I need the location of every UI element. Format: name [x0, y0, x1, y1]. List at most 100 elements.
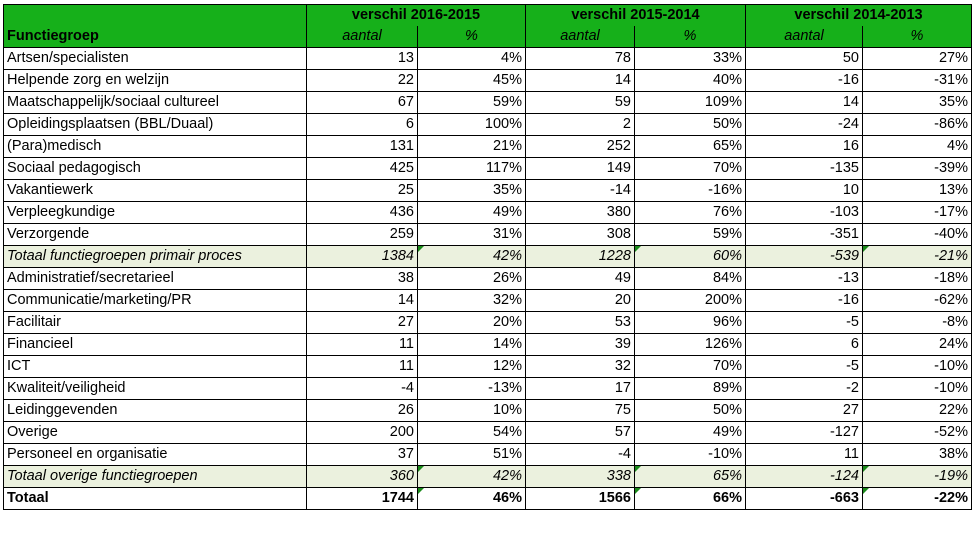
percentage-cell: 100%: [417, 113, 526, 136]
percentage-cell: 49%: [417, 201, 526, 224]
group-name-cell: ICT: [3, 355, 307, 378]
group-name-cell: Artsen/specialisten: [3, 47, 307, 70]
percentage-cell: -8%: [862, 311, 972, 334]
group-name-cell: Overige: [3, 421, 307, 444]
percentage-cell: 22%: [862, 399, 972, 422]
aantal-cell: -24: [745, 113, 863, 136]
percentage-cell: -19%: [862, 465, 972, 488]
group-name-cell: Facilitair: [3, 311, 307, 334]
percentage-cell: 14%: [417, 333, 526, 356]
table-row: Facilitair 27 20% 53 96% -5 -8%: [3, 311, 972, 334]
percentage-cell: 4%: [417, 47, 526, 70]
aantal-cell: 49: [525, 267, 635, 290]
aantal-cell: 53: [525, 311, 635, 334]
percentage-cell: 70%: [634, 157, 746, 180]
percentage-cell: 117%: [417, 157, 526, 180]
percentage-cell: -10%: [634, 443, 746, 466]
aantal-cell: 6: [745, 333, 863, 356]
subheader-pct: %: [417, 26, 526, 48]
percentage-cell: 26%: [417, 267, 526, 290]
aantal-cell: 308: [525, 223, 635, 246]
percentage-cell: 10%: [417, 399, 526, 422]
header-row-subcolumns: Functiegroep aantal % aantal % aantal %: [3, 26, 972, 48]
aantal-cell: 16: [745, 135, 863, 158]
group-name-cell: Vakantiewerk: [3, 179, 307, 202]
subtotal-row: Totaal overige functiegroepen 360 42% 338 65…: [3, 465, 972, 488]
aantal-cell: -124: [745, 465, 863, 488]
percentage-cell: 50%: [634, 113, 746, 136]
group-name-cell: Totaal overige functiegroepen: [3, 465, 307, 488]
table-row: Vakantiewerk 25 35% -14 -16% 10 13%: [3, 179, 972, 202]
percentage-cell: 96%: [634, 311, 746, 334]
table-row: Artsen/specialisten 13 4% 78 33% 50 27%: [3, 47, 972, 70]
aantal-cell: 425: [306, 157, 418, 180]
group-name-cell: Personeel en organisatie: [3, 443, 307, 466]
percentage-cell: 46%: [417, 487, 526, 510]
percentage-cell: 35%: [862, 91, 972, 114]
aantal-cell: -135: [745, 157, 863, 180]
data-table: verschil 2016-2015 verschil 2015-2014 ve…: [3, 4, 972, 510]
percentage-cell: 27%: [862, 47, 972, 70]
table-row: Financieel 11 14% 39 126% 6 24%: [3, 333, 972, 356]
percentage-cell: -62%: [862, 289, 972, 312]
aantal-cell: -539: [745, 245, 863, 268]
percentage-cell: -39%: [862, 157, 972, 180]
aantal-cell: 50: [745, 47, 863, 70]
aantal-cell: 6: [306, 113, 418, 136]
percentage-cell: 65%: [634, 135, 746, 158]
aantal-cell: 1566: [525, 487, 635, 510]
percentage-cell: 59%: [634, 223, 746, 246]
percentage-cell: 76%: [634, 201, 746, 224]
percentage-cell: -13%: [417, 377, 526, 400]
aantal-cell: 22: [306, 69, 418, 92]
table-row: Kwaliteit/veiligheid -4 -13% 17 89% -2 -10%: [3, 377, 972, 400]
percentage-cell: -17%: [862, 201, 972, 224]
percentage-cell: 38%: [862, 443, 972, 466]
group-name-cell: Verzorgende: [3, 223, 307, 246]
aantal-cell: 27: [306, 311, 418, 334]
aantal-cell: 10: [745, 179, 863, 202]
period-header: verschil 2014-2013: [745, 4, 972, 26]
percentage-cell: 50%: [634, 399, 746, 422]
subheader-pct: %: [634, 26, 746, 48]
aantal-cell: 1744: [306, 487, 418, 510]
percentage-cell: 49%: [634, 421, 746, 444]
aantal-cell: 14: [745, 91, 863, 114]
period-header: verschil 2015-2014: [525, 4, 746, 26]
percentage-cell: 42%: [417, 245, 526, 268]
group-name-cell: (Para)medisch: [3, 135, 307, 158]
aantal-cell: 1228: [525, 245, 635, 268]
aantal-cell: -5: [745, 311, 863, 334]
percentage-cell: 45%: [417, 69, 526, 92]
header-row-periods: verschil 2016-2015 verschil 2015-2014 ve…: [3, 4, 972, 26]
percentage-cell: -31%: [862, 69, 972, 92]
subheader-aantal: aantal: [745, 26, 863, 48]
subheader-aantal: aantal: [306, 26, 418, 48]
table-row: Administratief/secretarieel 38 26% 49 84% -13…: [3, 267, 972, 290]
percentage-cell: 66%: [634, 487, 746, 510]
percentage-cell: -18%: [862, 267, 972, 290]
aantal-cell: -663: [745, 487, 863, 510]
aantal-cell: 78: [525, 47, 635, 70]
aantal-cell: 436: [306, 201, 418, 224]
percentage-cell: 200%: [634, 289, 746, 312]
percentage-cell: 12%: [417, 355, 526, 378]
aantal-cell: -14: [525, 179, 635, 202]
group-name-cell: Sociaal pedagogisch: [3, 157, 307, 180]
aantal-cell: 67: [306, 91, 418, 114]
group-name-cell: Totaal: [3, 487, 307, 510]
aantal-cell: -4: [306, 377, 418, 400]
table-row: (Para)medisch 131 21% 252 65% 16 4%: [3, 135, 972, 158]
percentage-cell: 21%: [417, 135, 526, 158]
percentage-cell: 60%: [634, 245, 746, 268]
aantal-cell: 38: [306, 267, 418, 290]
aantal-cell: -16: [745, 69, 863, 92]
percentage-cell: -40%: [862, 223, 972, 246]
group-column-header: Functiegroep: [3, 26, 307, 48]
aantal-cell: 131: [306, 135, 418, 158]
aantal-cell: 13: [306, 47, 418, 70]
percentage-cell: 59%: [417, 91, 526, 114]
percentage-cell: 4%: [862, 135, 972, 158]
percentage-cell: -21%: [862, 245, 972, 268]
percentage-cell: 13%: [862, 179, 972, 202]
